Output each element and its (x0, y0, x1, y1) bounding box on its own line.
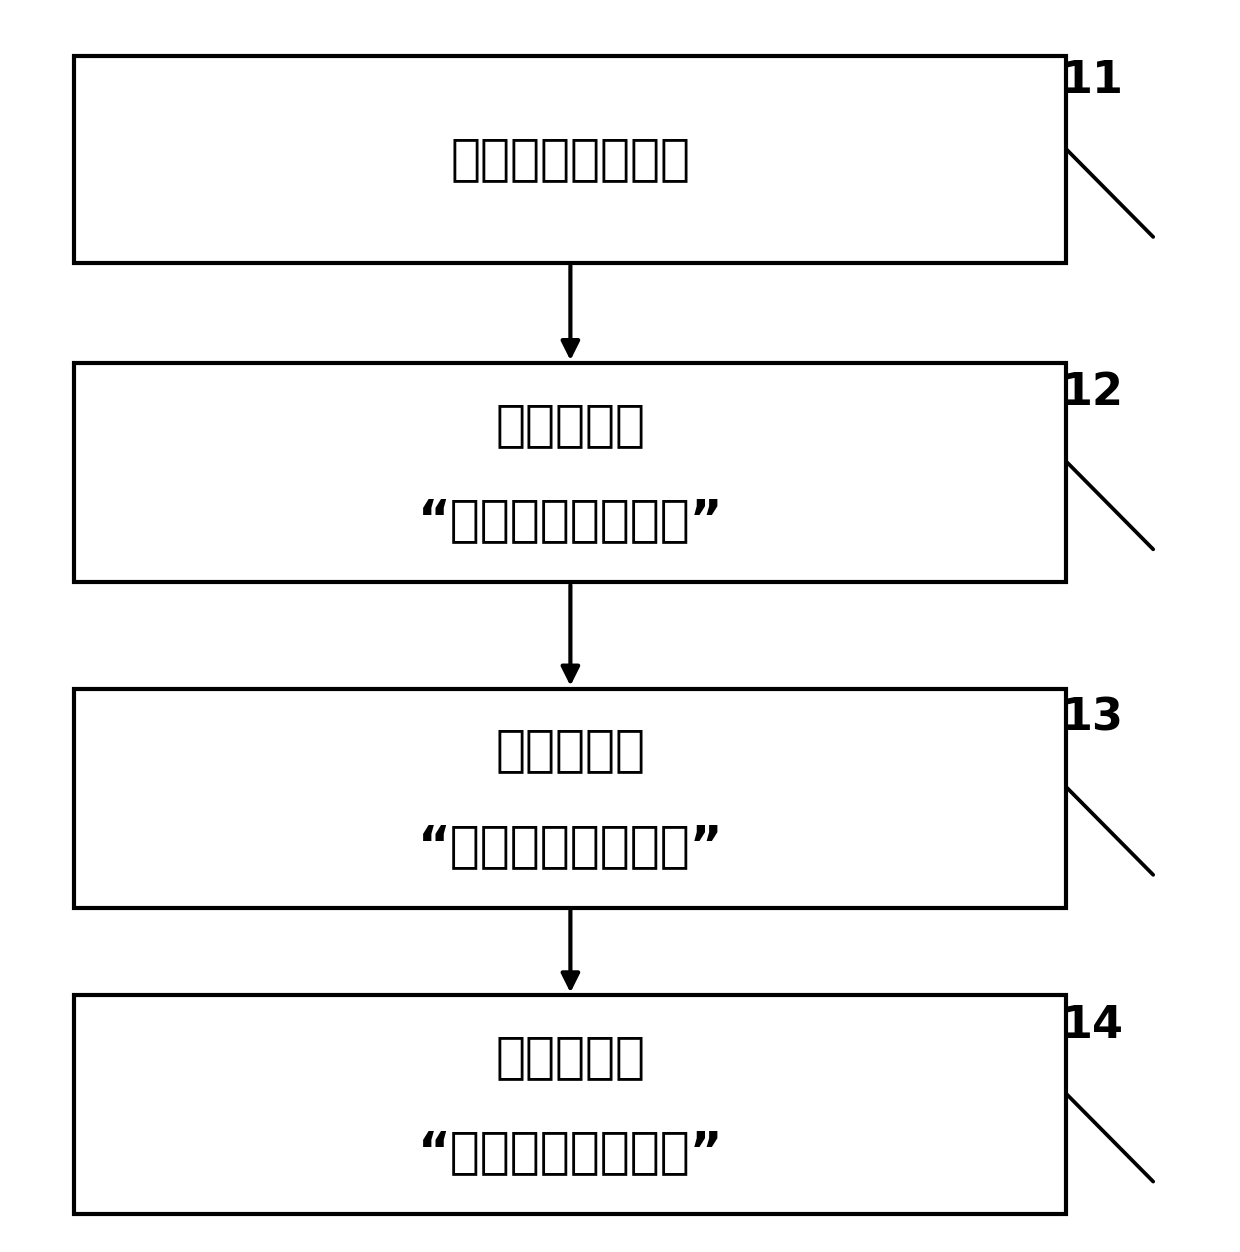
Bar (74, 995, 1066, 1214)
Bar (74, 363, 1066, 582)
Text: “点火装置点火作业”: “点火装置点火作业” (418, 1128, 723, 1177)
Text: 13: 13 (1061, 697, 1123, 740)
Bar (74, 56, 1066, 263)
Text: “点火装置信息注入”: “点火装置信息注入” (418, 496, 723, 545)
Bar (74, 689, 1066, 908)
Text: “点火装置点火准备”: “点火装置点火准备” (418, 821, 723, 870)
Text: 12: 12 (1061, 372, 1123, 414)
Text: 控制方法之: 控制方法之 (496, 1033, 645, 1082)
Text: 控制方法之: 控制方法之 (496, 726, 645, 775)
Text: 点火驱动芯片结构: 点火驱动芯片结构 (450, 135, 691, 184)
Text: 14: 14 (1061, 1004, 1123, 1047)
Text: 控制方法之: 控制方法之 (496, 401, 645, 449)
Text: 11: 11 (1061, 59, 1123, 101)
